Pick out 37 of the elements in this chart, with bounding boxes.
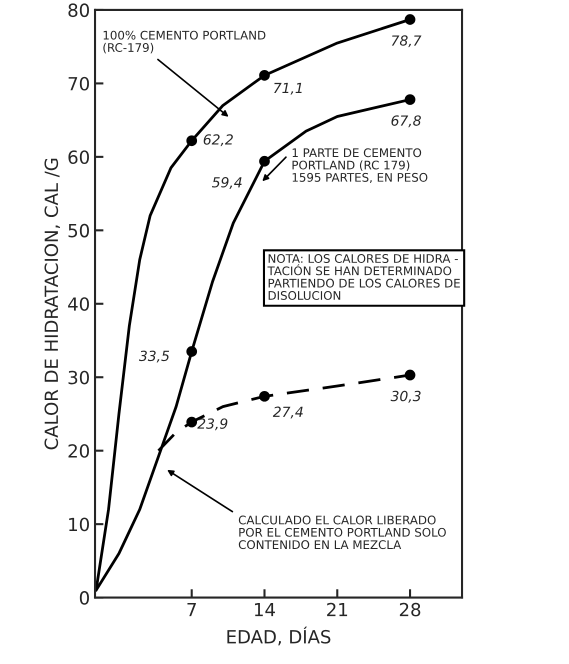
point: [259, 390, 270, 402]
x-tick-label: 7: [187, 603, 196, 616]
annotation: 1 PARTE DE CEMENTO PORTLAND (RC 179) 1595 PARTES, EN PESO: [292, 148, 428, 184]
data-label: 78,7: [392, 35, 422, 48]
y-tick-label: 40: [68, 297, 89, 311]
point: [404, 14, 416, 25]
data-label: 30,3: [390, 390, 421, 403]
y-tick-label: 10: [69, 518, 89, 532]
annotation: 100% CEMENTO PORTLAND (RC-179): [103, 30, 266, 54]
data-label: 67,8: [391, 115, 421, 128]
point: [404, 370, 416, 380]
annotation: CALCULADO EL CALOR LIBERADO POR EL CEMENTO PORTLAND SOLO CONTENIDO EN LA MEZCLA: [238, 516, 446, 550]
x-tick-label: 14: [254, 603, 275, 616]
y-tick-label: 70: [68, 76, 89, 91]
x-tick-label: 28: [400, 602, 420, 616]
y-axis-title: CALOR DE HIDRATACION, CAL /G: [44, 158, 60, 450]
y-tick-label: 20: [68, 444, 89, 458]
data-label: 62,2: [204, 134, 233, 146]
data-label: 71,1: [274, 82, 302, 95]
point: [259, 70, 270, 81]
point: [404, 94, 416, 105]
x-axis-title: EDAD, DÍAS: [227, 626, 330, 646]
data-label: 33,5: [138, 350, 170, 363]
y-tick-label: 80: [68, 3, 89, 18]
data-label: 59,4: [212, 177, 242, 189]
y-tick-label: 30: [68, 370, 89, 384]
y-tick-label: 0: [80, 591, 89, 605]
annotation: NOTA: LOS CALORES DE HIDRA - TACIÓN SE HAN DETERMINADO PARTIENDO DE LOS CALORES DE DISOLUCION: [267, 254, 460, 300]
y-tick-label: 50: [68, 224, 89, 238]
x-tick-label: 21: [327, 602, 348, 616]
data-label: 27,4: [272, 406, 303, 418]
y-tick-label: 60: [68, 150, 89, 164]
point: [186, 346, 198, 357]
point: [186, 135, 198, 146]
data-label: 23,9: [197, 418, 228, 430]
point: [259, 156, 270, 167]
point: [186, 416, 198, 428]
